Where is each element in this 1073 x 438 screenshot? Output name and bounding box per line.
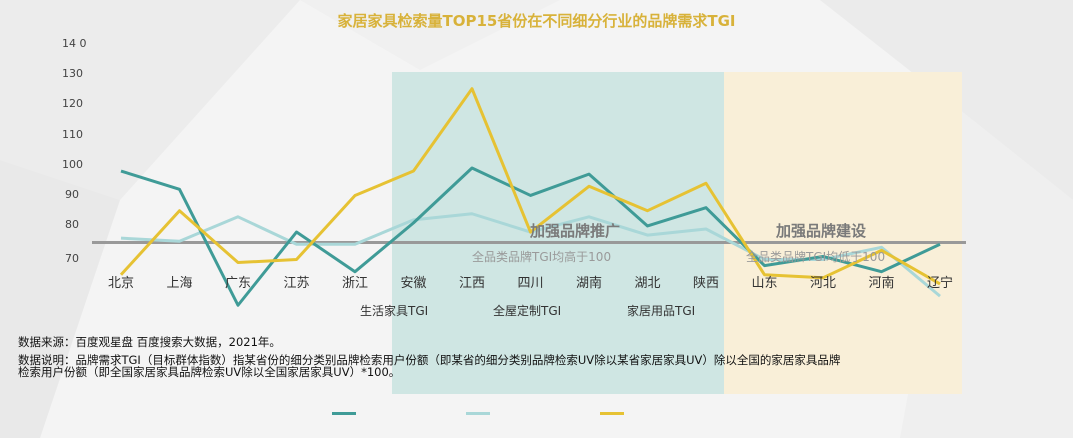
zone-promo-label: 加强品牌推广 (530, 222, 621, 240)
data-source-note: 数据来源：百度观星盘 百度搜索大数据，2021年。 (18, 335, 281, 349)
x-tick-label: 江苏 (283, 276, 310, 291)
y-tick-label: 100 (62, 158, 83, 171)
zone-build-band (724, 72, 962, 394)
y-tick-label: 14 0 (62, 37, 87, 50)
y-tick-label: 120 (62, 97, 83, 110)
x-tick-label: 江西 (458, 276, 485, 291)
data-description-note-continued: 检索用户份额（即全国家居家具品牌检索UV除以全国家居家具UV）*100。 (18, 365, 401, 379)
x-tick-label: 广东 (224, 276, 251, 291)
x-tick-label: 四川 (517, 276, 544, 291)
x-tick-label: 上海 (166, 276, 193, 291)
x-tick-label: 湖北 (634, 276, 661, 291)
x-tick-label: 陕西 (692, 276, 719, 291)
legend-label-goods: 家居用品TGI (627, 304, 696, 318)
x-tick-label: 安徽 (400, 276, 427, 291)
legend-swatch-life (332, 412, 356, 415)
x-tick-label: 山东 (751, 276, 778, 291)
legend-label-life: 生活家具TGI (360, 304, 429, 318)
data-description-note: 数据说明：品牌需求TGI（目标群体指数）指某省份的细分类别品牌检索用户份额（即某… (18, 353, 841, 367)
x-tick-label: 浙江 (341, 276, 368, 291)
zone-build-label: 加强品牌建设 (776, 222, 867, 240)
legend-swatch-goods (600, 412, 624, 415)
y-tick-label: 110 (62, 128, 83, 141)
zone-promo-sublabel: 全品类品牌TGI均高于100 (472, 250, 612, 264)
y-tick-label: 130 (62, 67, 83, 80)
x-tick-label: 河北 (809, 276, 836, 291)
y-tick-label: 90 (65, 188, 79, 201)
y-tick-label: 70 (65, 252, 79, 265)
x-tick-label: 北京 (107, 276, 134, 291)
x-tick-label: 河南 (868, 276, 895, 291)
x-tick-label: 辽宁 (926, 276, 953, 291)
y-tick-label: 80 (65, 218, 79, 231)
chart-title: 家居家具检索量TOP15省份在不同细分行业的品牌需求TGI (337, 12, 736, 30)
zone-build-sublabel: 全品类品牌TGI均低于100 (746, 250, 886, 264)
legend-label-custom: 全屋定制TGI (493, 304, 562, 318)
legend-swatch-custom (466, 412, 490, 415)
x-tick-label: 湖南 (575, 276, 602, 291)
